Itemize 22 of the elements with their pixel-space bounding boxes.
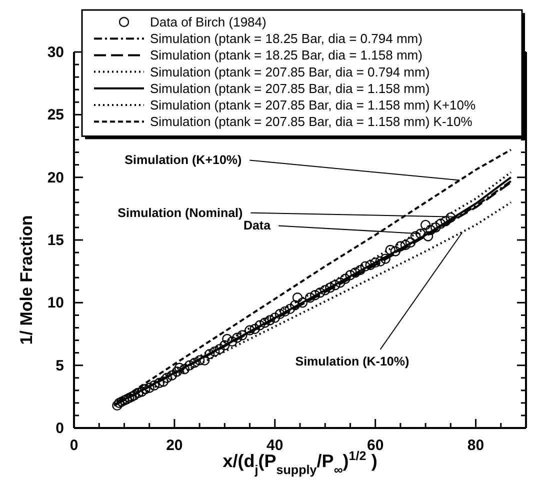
annotation: Simulation (Nominal)	[118, 206, 243, 220]
y-axis-title: 1/ Mole Fraction	[17, 215, 36, 345]
legend-label: Simulation (ptank = 207.85 Bar, dia = 1.158 mm) K-10%	[150, 114, 473, 130]
y-tick-label: 0	[56, 420, 64, 437]
annotation: Simulation (K-10%)	[295, 354, 410, 368]
legend-label: Simulation (ptank = 18.25 Bar, dia = 0.794 mm)	[150, 31, 422, 46]
annotation: Simulation (K+10%)	[124, 153, 242, 168]
legend-label: Data of Birch (1984)	[150, 14, 266, 30]
legend-label: Simulation (ptank = 207.85 Bar, dia = 0.794 mm)	[150, 64, 430, 80]
x-tick-label: 0	[70, 437, 78, 454]
x-tick-label: 20	[166, 437, 183, 454]
legend-label: Simulation (ptank = 207.85 Bar, dia = 1.158 mm) K+10%	[150, 98, 476, 112]
y-tick-label: 5	[56, 357, 64, 374]
legend-label: Simulation (ptank = 207.85 Bar, dia = 1.158 mm)	[150, 80, 430, 96]
y-tick-label: 25	[47, 106, 64, 124]
y-tick-label: 15	[47, 232, 64, 249]
y-tick-label: 10	[47, 294, 64, 312]
y-tick-label: 30	[47, 44, 64, 61]
legend-label: Simulation (ptank = 18.25 Bar, dia = 1.158 mm)	[150, 48, 422, 63]
x-tick-label: 80	[467, 437, 484, 454]
y-tick-label: 20	[47, 169, 64, 186]
annotation: Data	[243, 218, 272, 233]
